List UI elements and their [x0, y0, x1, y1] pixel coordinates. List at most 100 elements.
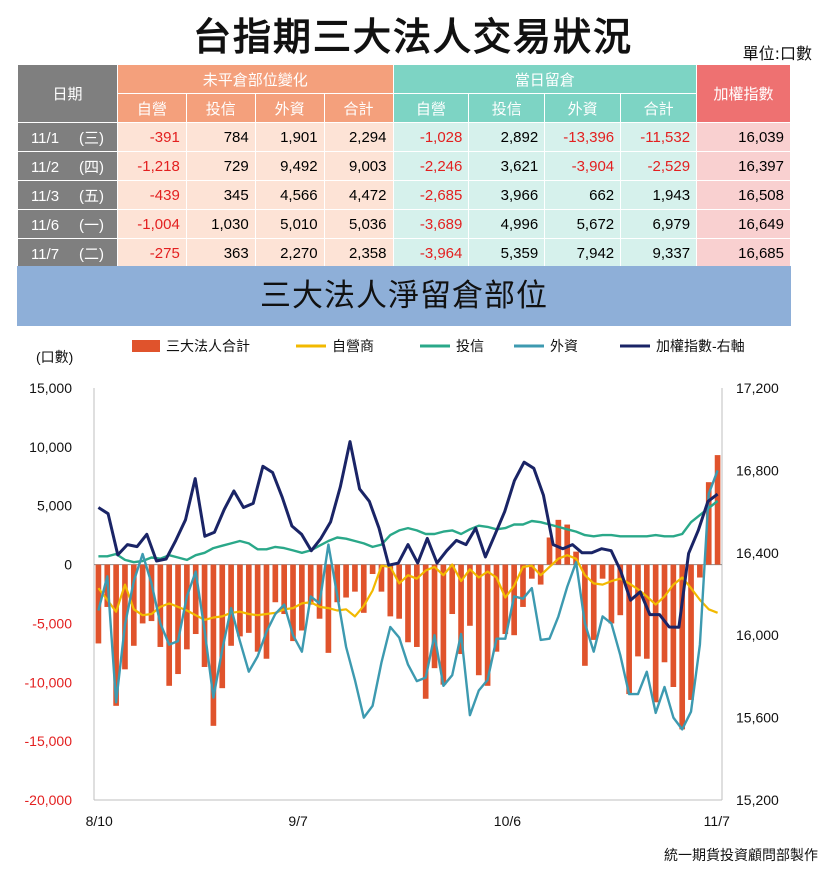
- total-bar: [184, 564, 190, 650]
- oi-cell: -275: [116, 238, 187, 268]
- day-total-header: 合計: [620, 93, 698, 123]
- row-date-value: 11/3: [30, 187, 60, 205]
- oi-cell: -1,004: [116, 209, 187, 239]
- foreign-line: [97, 469, 719, 731]
- row-date-value: 11/1: [30, 129, 60, 147]
- total-bar: [254, 564, 261, 652]
- right-tick-label: 17,200: [736, 380, 779, 396]
- total-bar: [245, 564, 252, 633]
- oi-cell: 9,003: [323, 151, 394, 181]
- table-row: 11/3 (五) -439 345 4,566 4,472 -2,685 3,966 662 1,…: [17, 180, 791, 210]
- total-bar: [697, 564, 703, 578]
- table-row: 11/1 (三) -391 784 1,901 2,294 -1,028 2,892 -13,3…: [17, 122, 791, 152]
- total-bar: [405, 564, 411, 643]
- left-tick-label: -10,000: [25, 674, 73, 690]
- index-cell: 16,649: [696, 209, 791, 239]
- right-tick-label: 16,000: [736, 627, 779, 643]
- day-cell: -11,532: [620, 122, 698, 152]
- trust-line: [98, 500, 719, 564]
- total-bar: [458, 564, 464, 655]
- index-cell: 16,685: [696, 238, 791, 268]
- day-cell: -3,689: [392, 209, 470, 239]
- row-weekday: (一): [78, 216, 104, 234]
- row-date-value: 11/7: [30, 245, 60, 263]
- oi-cell: 4,566: [254, 180, 325, 210]
- oi-change-header: 未平倉部位變化: [116, 64, 394, 94]
- row-date-value: 11/2: [30, 158, 60, 176]
- total-bar: [272, 564, 279, 603]
- left-tick-label: -20,000: [25, 792, 73, 808]
- row-date: 11/3 (五): [17, 180, 118, 210]
- total-bar: [475, 564, 482, 676]
- oi-dealer-header: 自營: [116, 93, 187, 123]
- right-tick-label: 15,200: [736, 792, 779, 808]
- legend-total-label: 三大法人合計: [166, 338, 250, 354]
- total-bar: [590, 564, 597, 640]
- oi-cell: 1,030: [185, 209, 256, 239]
- summary-table: 日期 未平倉部位變化 當日留倉 加權指數 自營 投信 外資 合計 自營 投信 外…: [17, 64, 791, 268]
- total-bar: [449, 564, 456, 615]
- oi-cell: 9,492: [254, 151, 325, 181]
- legend-foreign-label: 外資: [550, 338, 578, 354]
- total-bar: [493, 564, 500, 652]
- left-tick-label: 15,000: [29, 380, 72, 396]
- left-tick-label: -5,000: [32, 615, 72, 631]
- x-tick-label: 8/10: [86, 813, 113, 829]
- total-bar: [237, 564, 243, 637]
- day-cell: -2,529: [620, 151, 698, 181]
- oi-cell: 1,901: [254, 122, 325, 152]
- oi-cell: -1,218: [116, 151, 187, 181]
- total-bar: [679, 564, 686, 730]
- right-tick-label: 16,400: [736, 545, 779, 561]
- left-tick-label: -15,000: [25, 733, 73, 749]
- left-tick-label: 0: [64, 557, 72, 573]
- day-cell: -13,396: [544, 122, 622, 152]
- oi-cell: 363: [185, 238, 256, 268]
- x-tick-label: 11/7: [704, 813, 730, 829]
- total-bar: [166, 564, 173, 686]
- legend-dealer-label: 自營商: [332, 338, 374, 354]
- row-date: 11/7 (二): [17, 238, 118, 268]
- day-cell: 9,337: [620, 238, 698, 268]
- table-row: 11/7 (二) -275 363 2,270 2,358 -3,964 5,359 7,942…: [17, 238, 791, 268]
- total-bar: [643, 564, 650, 659]
- total-bar: [564, 524, 571, 565]
- chart-banner: 三大法人淨留倉部位: [17, 266, 791, 326]
- index-header: 加權指數: [696, 64, 791, 123]
- oi-cell: -439: [116, 180, 187, 210]
- total-bar: [201, 564, 208, 667]
- total-bar: [228, 564, 234, 646]
- total-bar: [520, 564, 526, 607]
- oi-cell: 2,270: [254, 238, 325, 268]
- total-bar: [502, 564, 509, 635]
- total-bar: [387, 564, 394, 617]
- row-date-value: 11/6: [30, 216, 60, 234]
- day-cell: -2,685: [392, 180, 470, 210]
- net-position-chart: 15,000 10,000 5,000 0 -5,000 -10,000 -15,000 -2…: [25, 338, 780, 829]
- oi-cell: 5,010: [254, 209, 325, 239]
- total-bar: [484, 564, 491, 686]
- x-tick-label: 10/6: [494, 813, 521, 829]
- day-cell: 3,966: [468, 180, 546, 210]
- total-bar: [661, 564, 668, 663]
- total-bar: [352, 564, 358, 592]
- day-cell: 4,996: [468, 209, 546, 239]
- total-bar: [431, 564, 438, 669]
- day-foreign-header: 外資: [544, 93, 622, 123]
- total-bar: [299, 564, 305, 631]
- table-row: 11/6 (一) -1,004 1,030 5,010 5,036 -3,689 4,996 5…: [17, 209, 791, 239]
- total-bar: [599, 564, 606, 579]
- row-weekday: (四): [78, 158, 104, 176]
- total-bar: [343, 564, 349, 598]
- total-bar: [290, 564, 296, 642]
- day-cell: 3,621: [468, 151, 546, 181]
- oi-cell: 729: [185, 151, 256, 181]
- day-cell: -2,246: [392, 151, 470, 181]
- oi-cell: 345: [185, 180, 256, 210]
- total-bar: [688, 564, 694, 700]
- legend-index-label: 加權指數-右軸: [656, 338, 745, 354]
- total-bar: [714, 455, 721, 565]
- oi-cell: -391: [116, 122, 187, 152]
- oi-cell: 2,358: [323, 238, 394, 268]
- total-bar: [122, 564, 128, 670]
